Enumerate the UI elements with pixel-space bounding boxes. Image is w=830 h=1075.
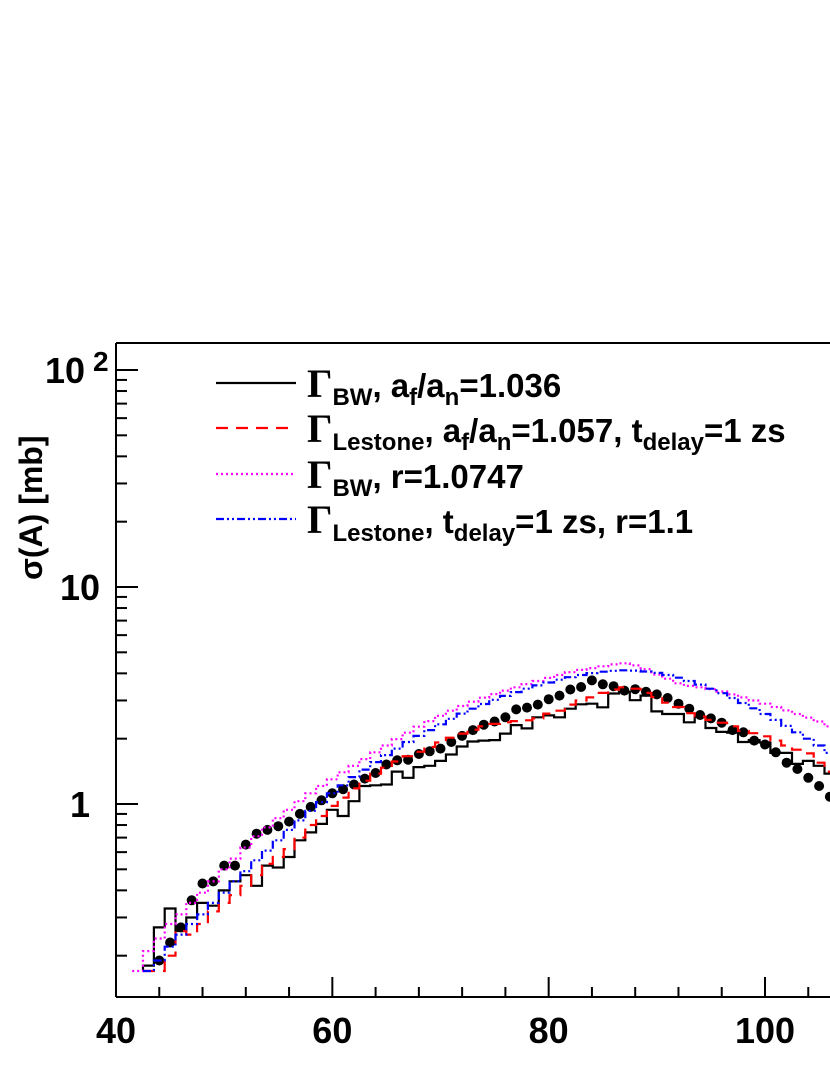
legend-entry: ΓBW, r=1.0747 [307, 452, 524, 502]
data-point [197, 878, 208, 889]
data-point [705, 713, 716, 724]
data-point [230, 860, 240, 871]
data-point [165, 937, 176, 948]
series-line-3 [132, 662, 830, 973]
x-tick-label: 100 [735, 1010, 795, 1051]
data-point [738, 727, 749, 738]
axes-frame [115, 342, 830, 998]
data-point [413, 749, 424, 759]
data-point [576, 682, 587, 692]
y-axis: 1 10 10 2 [45, 346, 138, 957]
x-tick-label: 60 [312, 1010, 352, 1051]
data-point [294, 808, 305, 819]
data-point [349, 779, 359, 790]
data-point [219, 860, 230, 871]
series-line-4 [143, 669, 830, 973]
data-point [370, 768, 381, 778]
data-point [467, 725, 478, 736]
y-tick-label: 10 2 [45, 346, 109, 391]
data-point [803, 772, 814, 783]
data-point [446, 737, 457, 747]
data-point [359, 773, 370, 784]
legend-entry: ΓLestone, af/an=1.057, tdelay=1 zs [307, 406, 786, 456]
data-point [327, 788, 338, 799]
data-point [273, 821, 284, 832]
y-tick-label: 1 [70, 784, 90, 825]
data-point [543, 694, 554, 705]
x-tick-label: 80 [529, 1010, 569, 1051]
data-point [305, 801, 316, 812]
data-point [457, 730, 468, 741]
data-point [284, 816, 295, 827]
data-point [424, 746, 435, 757]
data-point [338, 784, 349, 795]
data-point [478, 719, 489, 730]
data-point [500, 712, 511, 723]
data-point [316, 795, 327, 806]
y-axis-label: σ(A) [mb] [13, 435, 49, 580]
data-point [565, 684, 576, 695]
data-point [641, 686, 651, 697]
x-axis: 406080100120140160 [96, 977, 810, 1051]
data-point [435, 743, 446, 754]
data-point [760, 739, 770, 750]
data-point [597, 679, 608, 690]
data-point [824, 791, 830, 802]
data-point [781, 757, 792, 768]
data-point [662, 693, 673, 703]
data-point [511, 704, 522, 715]
legend-entry: ΓLestone, tdelay=1 zs, r=1.1 [307, 497, 693, 547]
series-line-1 [141, 690, 830, 971]
data-point [792, 764, 803, 774]
data-point [814, 781, 825, 791]
data-point [392, 755, 403, 766]
data-point [684, 703, 695, 714]
data-point [522, 702, 532, 713]
y-tick-label: 10 [60, 567, 100, 608]
data-point [586, 675, 597, 686]
data-point [532, 699, 543, 710]
data-point [695, 710, 706, 720]
plot-area [132, 662, 830, 973]
data-point [240, 839, 251, 850]
data-point [554, 690, 565, 701]
x-tick-label: 40 [96, 1010, 136, 1051]
legend-entry: ΓBW, af/an=1.036 [307, 361, 561, 411]
